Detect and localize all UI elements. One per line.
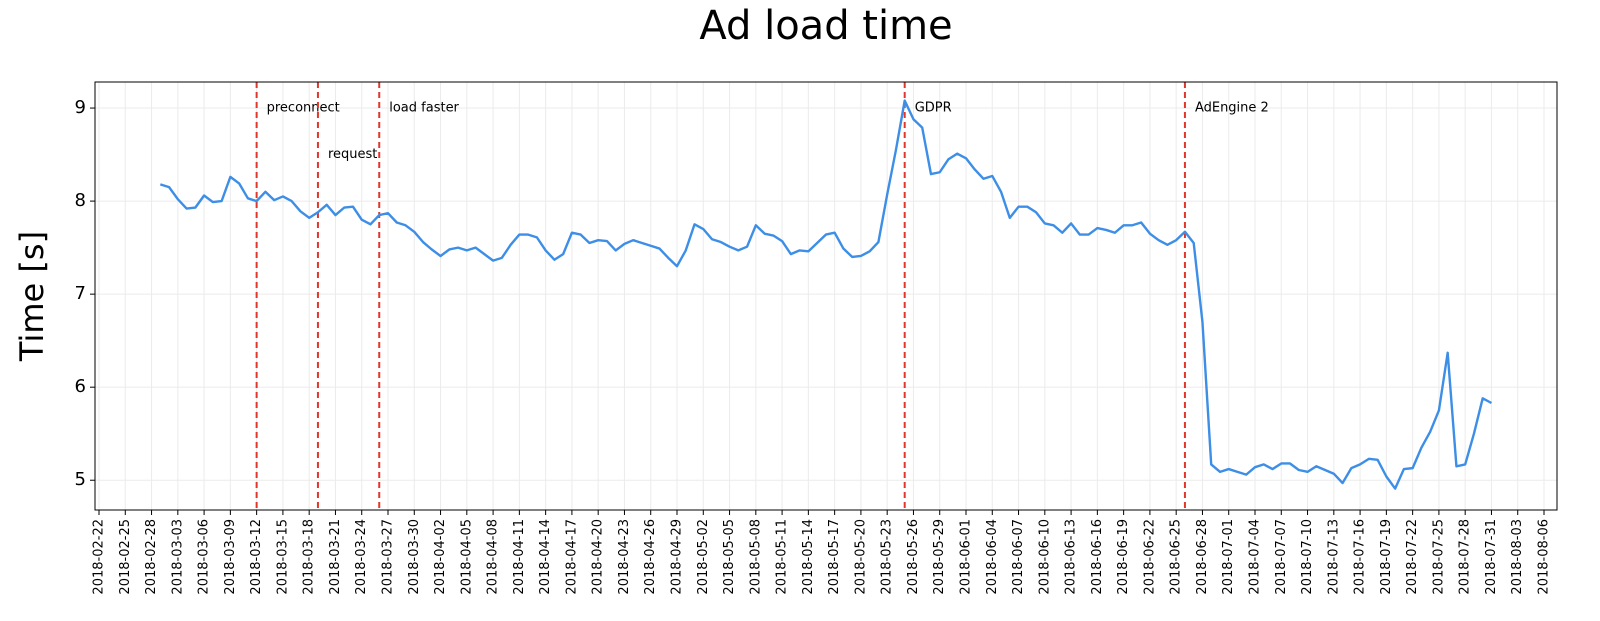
x-tick-label: 2018-04-29 — [670, 519, 685, 595]
x-tick-label: 2018-04-11 — [512, 519, 527, 595]
x-tick-label: 2018-02-22 — [92, 519, 107, 595]
x-tick-label: 2018-05-11 — [775, 519, 790, 595]
x-tick-label: 2018-07-01 — [1221, 519, 1236, 595]
plot-frame — [94, 81, 1558, 511]
y-axis-label: Time [s] — [13, 231, 51, 362]
event-label: request — [328, 147, 377, 162]
x-tick-label: 2018-05-23 — [880, 519, 895, 595]
x-tick-label: 2018-03-15 — [275, 519, 290, 595]
x-tick-label: 2018-07-13 — [1326, 519, 1341, 595]
chart-title: Ad load time — [699, 3, 952, 49]
x-tick-label: 2018-07-07 — [1274, 519, 1289, 595]
y-tick-label: 8 — [75, 190, 86, 211]
x-tick-label: 2018-06-28 — [1195, 519, 1210, 595]
event-label: AdEngine 2 — [1195, 101, 1269, 116]
x-tick-label: 2018-04-08 — [486, 519, 501, 595]
x-tick-label: 2018-06-19 — [1116, 519, 1131, 595]
event-label: load faster — [389, 101, 459, 116]
x-tick-label: 2018-05-08 — [748, 519, 763, 595]
x-tick-label: 2018-08-03 — [1510, 519, 1525, 595]
event-label: preconnect — [267, 101, 340, 116]
y-tick-label: 9 — [75, 97, 86, 118]
x-tick-label: 2018-07-31 — [1484, 519, 1499, 595]
x-tick-label: 2018-04-05 — [459, 519, 474, 595]
x-tick-label: 2018-06-10 — [1037, 519, 1052, 595]
x-tick-label: 2018-03-18 — [302, 519, 317, 595]
x-tick-label: 2018-07-25 — [1431, 519, 1446, 595]
x-tick-label: 2018-06-01 — [959, 519, 974, 595]
x-tick-label: 2018-04-17 — [564, 519, 579, 595]
x-tick-label: 2018-06-16 — [1090, 519, 1105, 595]
x-tick-label: 2018-03-30 — [407, 519, 422, 595]
x-tick-label: 2018-05-14 — [801, 519, 816, 595]
event-label: GDPR — [915, 101, 952, 116]
x-tick-label: 2018-07-10 — [1300, 519, 1315, 595]
x-tick-label: 2018-06-04 — [985, 519, 1000, 595]
x-tick-label: 2018-07-28 — [1458, 519, 1473, 595]
x-tick-label: 2018-05-17 — [827, 519, 842, 595]
y-tick-label: 5 — [75, 469, 86, 490]
data-line — [159, 99, 1493, 490]
x-tick-label: 2018-04-14 — [538, 519, 553, 595]
x-tick-label: 2018-05-02 — [696, 519, 711, 595]
x-tick-label: 2018-03-12 — [249, 519, 264, 595]
x-tick-label: 2018-02-25 — [118, 519, 133, 595]
x-tick-label: 2018-03-03 — [170, 519, 185, 595]
x-tick-label: 2018-07-19 — [1379, 519, 1394, 595]
x-tick-label: 2018-03-27 — [381, 519, 396, 595]
x-tick-label: 2018-05-29 — [932, 519, 947, 595]
x-tick-label: 2018-06-07 — [1011, 519, 1026, 595]
x-tick-label: 2018-04-26 — [643, 519, 658, 595]
x-tick-label: 2018-05-26 — [906, 519, 921, 595]
x-tick-label: 2018-07-04 — [1248, 519, 1263, 595]
x-tick-label: 2018-03-06 — [197, 519, 212, 595]
x-tick-label: 2018-06-25 — [1169, 519, 1184, 595]
x-tick-label: 2018-03-09 — [223, 519, 238, 595]
x-tick-label: 2018-02-28 — [144, 519, 159, 595]
y-tick-label: 6 — [75, 376, 86, 397]
x-tick-label: 2018-06-13 — [1064, 519, 1079, 595]
x-tick-label: 2018-05-20 — [853, 519, 868, 595]
x-tick-label: 2018-03-24 — [354, 519, 369, 595]
x-tick-label: 2018-04-02 — [433, 519, 448, 595]
x-tick-label: 2018-06-22 — [1142, 519, 1157, 595]
x-tick-label: 2018-04-23 — [617, 519, 632, 595]
y-tick-label: 7 — [75, 283, 86, 304]
x-tick-label: 2018-08-06 — [1537, 519, 1552, 595]
x-tick-label: 2018-05-05 — [722, 519, 737, 595]
x-tick-label: 2018-03-21 — [328, 519, 343, 595]
x-tick-label: 2018-07-16 — [1353, 519, 1368, 595]
x-tick-label: 2018-04-20 — [591, 519, 606, 595]
x-tick-label: 2018-07-22 — [1405, 519, 1420, 595]
